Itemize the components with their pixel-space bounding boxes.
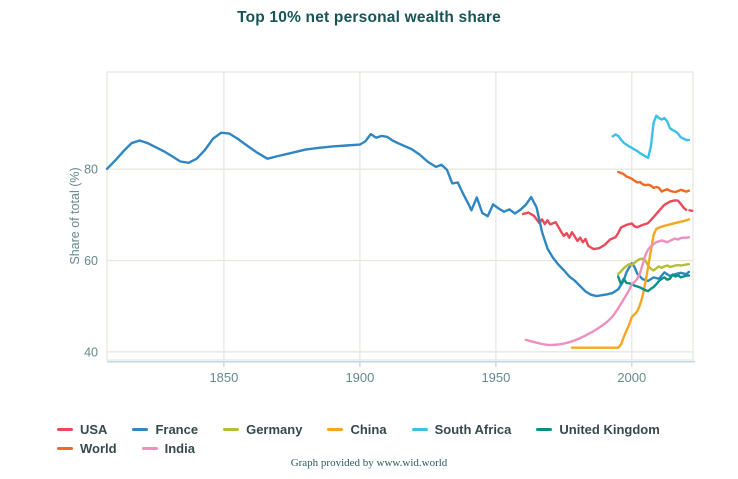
- line-france[interactable]: [105, 131, 691, 298]
- legend-item-south-africa[interactable]: South Africa: [411, 422, 512, 437]
- legend-label-china: China: [350, 422, 387, 437]
- y-tick-label-60: 60: [84, 254, 98, 268]
- plot-area: 40 60 80 1850 1900 1950 2000: [84, 71, 695, 385]
- legend-item-united-kingdom[interactable]: United Kingdom: [536, 422, 660, 437]
- legend-label-united-kingdom: United Kingdom: [559, 422, 660, 437]
- legend-swatch-usa: [57, 427, 73, 432]
- legend-item-india[interactable]: India: [141, 441, 195, 456]
- legend-label-france: France: [155, 422, 199, 437]
- legend-label-usa: USA: [80, 422, 108, 437]
- legend-swatch-india: [141, 446, 158, 451]
- x-tick-label-1950: 1950: [481, 370, 510, 385]
- x-tick-label-2000: 2000: [617, 370, 646, 385]
- attribution-link[interactable]: Graph provided by www.wid.world: [290, 457, 448, 469]
- legend-label-south-africa: South Africa: [434, 422, 512, 437]
- chart-title: Top 10% net personal wealth share: [237, 9, 501, 26]
- line-germany[interactable]: [617, 257, 691, 276]
- line-united-kingdom[interactable]: [617, 273, 691, 293]
- legend-row: USA France Germany China South Africa United …: [57, 422, 722, 437]
- line-india[interactable]: [524, 236, 691, 347]
- legend-swatch-south-africa: [411, 427, 428, 432]
- legend-swatch-world: [57, 446, 73, 451]
- line-china[interactable]: [570, 218, 691, 349]
- line-south-africa[interactable]: [611, 114, 691, 159]
- legend-label-germany: Germany: [246, 422, 303, 437]
- legend: USA France Germany China South Africa United …: [57, 422, 722, 460]
- legend-label-india: India: [164, 441, 195, 456]
- legend-item-china[interactable]: China: [327, 422, 387, 437]
- legend-label-world: World: [80, 441, 117, 456]
- legend-item-usa[interactable]: USA: [57, 422, 107, 437]
- legend-item-germany[interactable]: Germany: [223, 422, 302, 437]
- plot-border: [106, 71, 694, 361]
- line-world[interactable]: [617, 170, 691, 194]
- x-tick-label-1900: 1900: [345, 370, 374, 385]
- legend-row: World India: [57, 441, 722, 456]
- y-tick-label-80: 80: [84, 163, 98, 177]
- legend-swatch-france: [132, 427, 149, 432]
- legend-swatch-germany: [223, 427, 240, 432]
- line-usa[interactable]: [521, 199, 694, 251]
- legend-swatch-united-kingdom: [536, 427, 553, 432]
- y-axis-title: Share of total (%): [68, 167, 82, 264]
- legend-item-france[interactable]: France: [132, 422, 198, 437]
- chart-canvas[interactable]: Share of total (%) 40 60 80 1850 1900 1950 200…: [0, 0, 738, 414]
- y-tick-label-40: 40: [84, 345, 98, 359]
- x-tick-label-1850: 1850: [209, 370, 238, 385]
- legend-swatch-china: [327, 427, 344, 432]
- legend-item-world[interactable]: World: [57, 441, 117, 456]
